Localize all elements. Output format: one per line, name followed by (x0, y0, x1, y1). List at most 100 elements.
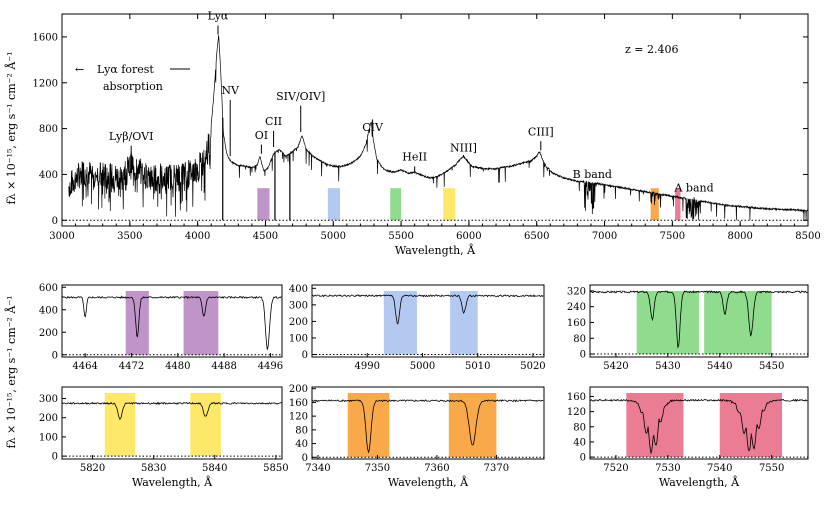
zoom-x-tick-label: 5010 (465, 361, 490, 372)
forest-arrow: ← (75, 63, 84, 76)
main-y-tick-label: 800 (39, 124, 58, 135)
zoom-x-tick-label: 7520 (603, 463, 628, 474)
zoom-panel-6-band-1 (626, 393, 684, 458)
main-spectrum-series (68, 35, 809, 221)
zoom-x-tick-label: 7550 (759, 463, 784, 474)
main-annotation-9: NIII] (450, 142, 477, 155)
zoom-y-tick-label: 120 (289, 412, 308, 423)
zoom-y-tick-label: 0 (52, 452, 58, 463)
zoom-x-tick-label: 5000 (410, 361, 435, 372)
zoom-panel-frame (61, 386, 283, 460)
zoom-y-tick-label: 80 (573, 422, 586, 433)
main-annotation-11: B band (573, 168, 612, 181)
forest-label-line2: absorption (103, 80, 163, 93)
zoom-y-tick-label: 0 (580, 350, 586, 361)
zoom-x-axis-label: Wavelength, Å (388, 475, 469, 489)
main-shaded-band-6 (675, 188, 681, 221)
main-annotation-4: OI (255, 129, 268, 142)
zoom-y-tick-label: 200 (39, 413, 58, 424)
zoom-x-tick-label: 4488 (211, 361, 236, 372)
main-annotation-1: Lyα (208, 10, 229, 23)
zoom-x-tick-label: 4480 (165, 361, 190, 372)
zoom-y-tick-label: 200 (289, 317, 308, 328)
zoom-x-axis-label: Wavelength, Å (659, 475, 740, 489)
main-y-tick-label: 0 (52, 216, 58, 227)
zoom-x-tick-label: 7540 (707, 463, 732, 474)
zoom-panel-5: 7340 7350 7360 7370 0 40 80 120 160 200 Wavelength… (289, 384, 545, 489)
zoom-panel-4-band-2 (190, 393, 221, 457)
main-y-tick-label: 400 (39, 170, 58, 181)
zoom-x-axis-label: Wavelength, Å (132, 475, 213, 489)
zoom-panel-6-band-2 (719, 393, 783, 458)
zoom-x-tick-label: 5850 (263, 463, 288, 474)
zoom-x-tick-label: 7530 (655, 463, 680, 474)
zoom-y-tick-label: 40 (573, 437, 586, 448)
zoom-panel-4-band-1 (104, 393, 136, 457)
main-annotation-6: SIV/OIV] (276, 90, 325, 103)
zoom-x-tick-label: 5450 (759, 361, 784, 372)
zoom-panel-5-series (311, 399, 544, 454)
main-x-tick-label: 8500 (795, 231, 820, 242)
forest-label-line1: Lyα forest (97, 63, 154, 76)
zoom-x-tick-label: 5840 (202, 463, 227, 474)
zoom-x-tick-label: 4464 (72, 361, 97, 372)
zoom-panel-4-series (61, 401, 282, 421)
zoom-panel-frame (589, 386, 809, 460)
main-x-tick-label: 6000 (456, 231, 481, 242)
main-x-axis-label: Wavelength, Å (395, 243, 476, 257)
main-annotation-12: A band (673, 182, 713, 195)
main-y-tick-label: 1200 (33, 78, 58, 89)
main-x-tick-label: 4000 (185, 231, 210, 242)
zoom-panel-frame (61, 284, 283, 358)
zoom-y-tick-label: 80 (573, 334, 586, 345)
zoom-x-tick-label: 5820 (80, 463, 105, 474)
main-x-tick-label: 3000 (49, 231, 74, 242)
zoom-x-tick-label: 5830 (141, 463, 166, 474)
zoom-x-tick-label: 4472 (119, 361, 144, 372)
zoom-y-tick-label: 160 (567, 392, 586, 403)
main-y-tick-label: 1600 (33, 32, 58, 43)
zoom-x-tick-label: 4990 (355, 361, 380, 372)
main-x-tick-label: 6500 (524, 231, 549, 242)
zoom-panel-2-band-2 (450, 291, 478, 355)
zoom-y-tick-label: 400 (289, 284, 308, 295)
zoom-x-tick-label: 7340 (305, 463, 330, 474)
zoom-y-tick-label: 200 (39, 328, 58, 339)
zoom-y-tick-label: 160 (289, 398, 308, 409)
zoom-panel-1-band-1 (125, 291, 149, 355)
main-x-tick-label: 8000 (727, 231, 752, 242)
main-y-axis-label: fλ × 10⁻¹⁵, erg s⁻¹ cm⁻² Å⁻¹ (4, 52, 18, 205)
zoom-x-tick-label: 7350 (365, 463, 390, 474)
zoom-x-tick-label: 5420 (603, 361, 628, 372)
zoom-x-tick-label: 4496 (258, 361, 283, 372)
zoom-y-tick-label: 400 (39, 305, 58, 316)
zoom-y-tick-label: 0 (52, 350, 58, 361)
main-annotation-5: CII (265, 115, 282, 128)
zoom-panel-5-band-1 (347, 393, 390, 458)
main-annotation-8: HeII (402, 151, 427, 164)
zoom-panel-1-series (61, 295, 282, 350)
zoom-y-tick-label: 320 (567, 286, 586, 297)
zoom-panel-3-band-1 (636, 291, 699, 355)
zoom-panel-frame (311, 386, 545, 460)
zoom-y-tick-label: 0 (302, 453, 308, 464)
zoom-y-tick-label: 100 (39, 432, 58, 443)
zoom-x-tick-label: 5020 (520, 361, 545, 372)
zoom-panel-2-band-1 (383, 291, 417, 355)
zoom-panel-3: 5420 5430 5440 5450 0 80 160 240 320 (567, 284, 809, 372)
zoom-y-tick-label: 300 (39, 394, 58, 405)
zoom-y-tick-label: 200 (289, 384, 308, 395)
main-shaded-band-3 (390, 188, 402, 221)
main-shaded-band-2 (327, 188, 341, 221)
main-x-tick-label: 7500 (660, 231, 685, 242)
zoom-panel-6-series (589, 398, 808, 455)
main-shaded-band-4 (443, 188, 456, 221)
zoom-y-tick-label: 300 (289, 300, 308, 311)
main-x-tick-label: 3500 (117, 231, 142, 242)
main-x-tick-label: 7000 (592, 231, 617, 242)
zoom-panel-4: 5820 5830 5840 5850 0 100 200 300 Wavelength, Å (39, 386, 289, 489)
zoom-panel-3-band-2 (704, 291, 772, 355)
zoom-y-tick-label: 80 (295, 425, 308, 436)
main-spectrum-panel: 3000 3500 4000 4500 5000 5500 6000 6500 7000 7500… (33, 10, 821, 257)
